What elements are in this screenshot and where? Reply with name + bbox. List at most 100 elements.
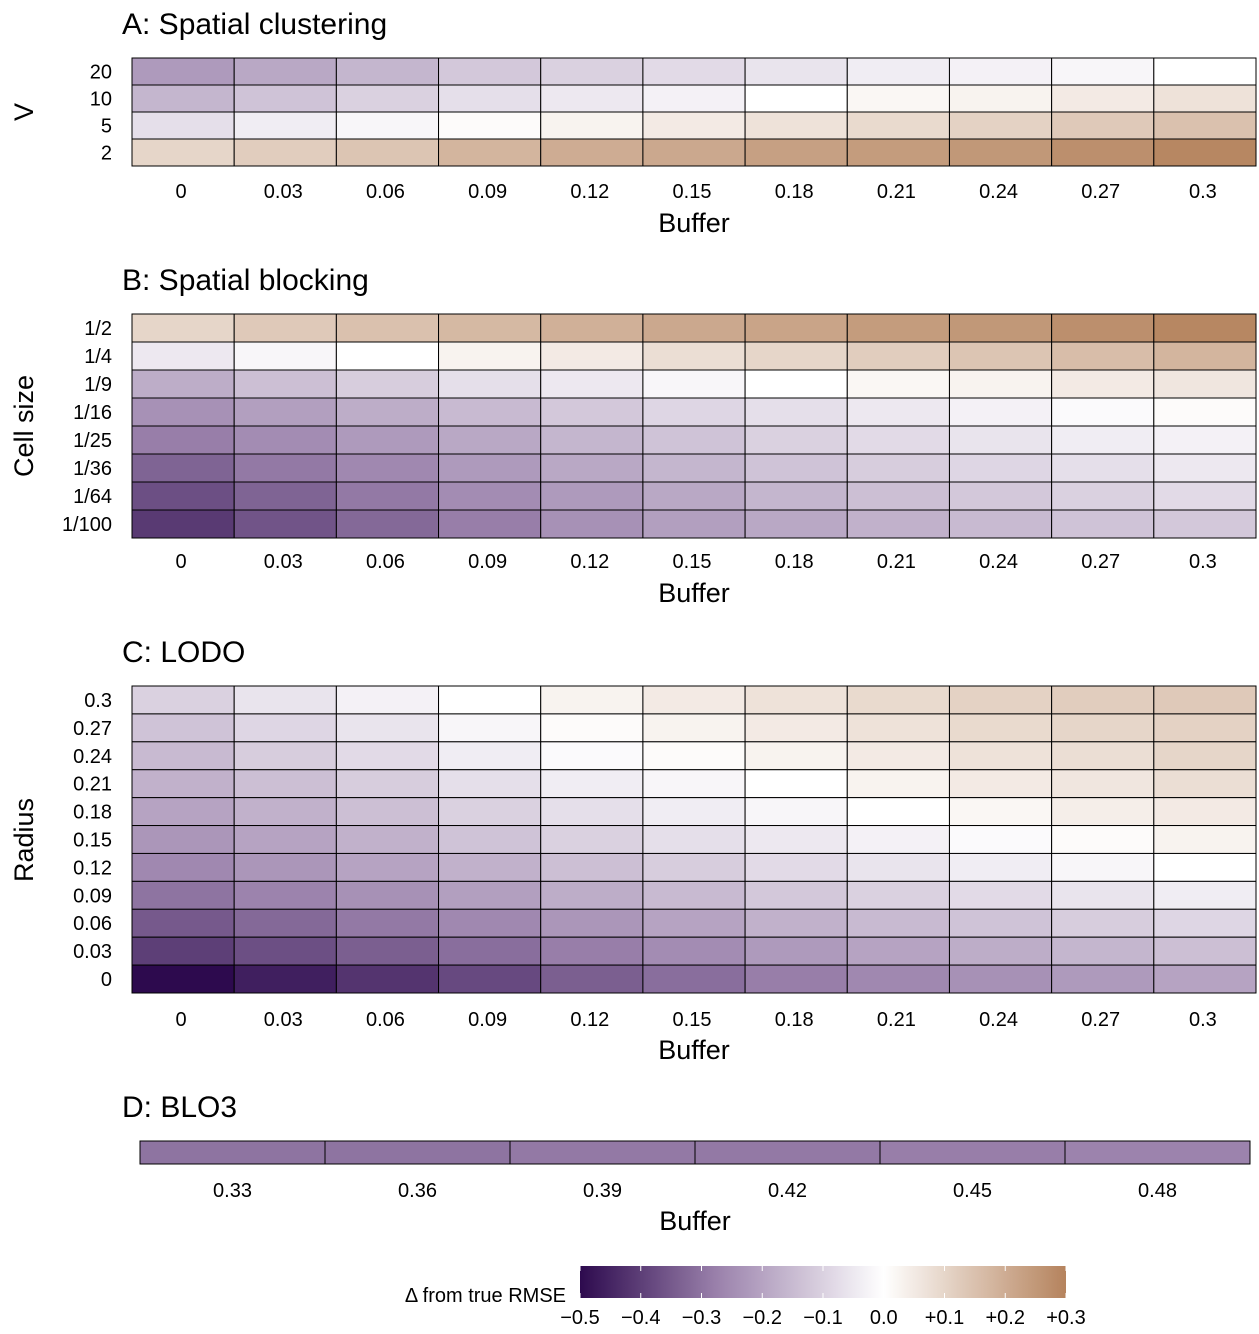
x-tick-label: 0.33 (213, 1180, 252, 1202)
legend-tick-label: −0.2 (743, 1307, 782, 1329)
heatmap-cell: 0.15 / 0.09: -0.13 (438, 825, 542, 854)
heatmap-cell: 2 / 0.06: 0.14 (335, 138, 440, 167)
heatmap-cell: 1/25 / 0.03: -0.25 (233, 425, 337, 455)
y-tick-label: 10 (90, 89, 112, 111)
heatmap-cell: 0.21 / 0.24: 0.05 (948, 769, 1053, 799)
heatmap-cell: 1/4 / 0.09: 0.03 (438, 341, 542, 371)
heatmap-cell: 0.09 / 0.15: -0.15 (642, 880, 746, 910)
heatmap-cell: 2 / 0.09: 0.18 (438, 138, 542, 167)
heatmap-cell: 2 / 0.12: 0.2 (540, 138, 644, 167)
heatmap-cell: 5 / 0.21: 0.09 (846, 111, 950, 140)
heatmap-cell: 0.24 / 0.21: 0.05 (846, 741, 950, 771)
heatmap-cell: 1/16 / 0.09: -0.15 (438, 397, 542, 427)
heatmap-cell: 20 / 0.27: -0.02 (1051, 57, 1155, 86)
heatmap-cell: 0.12 / 0.03: -0.23 (233, 852, 337, 882)
heatmap-cell: 5 / 0.15: 0.05 (642, 111, 746, 140)
heatmap-cell: 0.3 / 0.09: 0 (438, 685, 542, 715)
heatmap-cell: 1/64 / 0: -0.37 (131, 481, 235, 511)
heatmap-cell: / 0.33: -0.3 (139, 1140, 326, 1165)
heatmap-cell: 0.3 / 0.21: 0.09 (846, 685, 950, 715)
heatmap-cell: 0.03 / 0.18: -0.22 (744, 936, 848, 966)
heatmap-cell: 1/36 / 0.3: -0.05 (1153, 453, 1257, 483)
heatmap-cell: 1/9 / 0.24: 0.03 (948, 369, 1053, 399)
heatmap-cell: 0.03 / 0.21: -0.2 (846, 936, 950, 966)
x-axis-title: Buffer (658, 208, 730, 238)
x-tick-label: 0.09 (468, 551, 507, 573)
x-tick-label: 0.15 (673, 1009, 712, 1031)
heatmap-cell: 1/100 / 0.09: -0.28 (438, 509, 542, 539)
x-tick-label: 0.03 (264, 1009, 303, 1031)
heatmap-cell: 1/25 / 0.06: -0.22 (335, 425, 440, 455)
y-tick-label: 1/64 (73, 486, 112, 508)
heatmap-cell: / 0.36: -0.3 (324, 1140, 511, 1165)
heatmap-cell: 0.18 / 0.06: -0.14 (335, 797, 440, 827)
heatmap-cell: 0.09 / 0.09: -0.21 (438, 880, 542, 910)
heatmap-panel-1: A: Spatial clustering 20 / 0: -0.22 20 / 0… (9, 8, 1257, 238)
heatmap-cell: 0.27 / 0.15: 0.03 (642, 713, 746, 743)
heatmap-cell: 0.06 / 0.27: -0.11 (1051, 908, 1155, 938)
x-tick-label: 0.3 (1189, 551, 1217, 573)
heatmap-cell: 0 / 0.24: -0.24 (948, 964, 1053, 994)
x-tick-label: 0 (176, 1009, 187, 1031)
heatmap-cell: 1/16 / 0.3: 0.01 (1153, 397, 1257, 427)
heatmap-cell: 1/9 / 0.09: -0.07 (438, 369, 542, 399)
x-axis-title: Buffer (658, 1035, 730, 1065)
x-tick-label: 0.12 (570, 1009, 609, 1031)
heatmap-cell: 1/2 / 0.21: 0.24 (846, 313, 950, 343)
heatmap-cell: 0.06 / 0: -0.35 (131, 908, 235, 938)
heatmap-cell: 0.21 / 0.18: 0 (744, 769, 848, 799)
heatmap-cell: 0.03 / 0.09: -0.31 (438, 936, 542, 966)
y-tick-label: 20 (90, 62, 112, 84)
heatmap-cell: / 0.42: -0.29 (694, 1140, 881, 1165)
heatmap-cell: 1/64 / 0.18: -0.16 (744, 481, 848, 511)
heatmap-cell: 0.09 / 0.24: -0.08 (948, 880, 1053, 910)
x-tick-label: 0.42 (768, 1180, 807, 1202)
heatmap-cell: 0.21 / 0: -0.17 (131, 769, 235, 799)
heatmap-cell: 0.03 / 0.27: -0.16 (1051, 936, 1155, 966)
y-tick-label: 0.06 (73, 913, 112, 935)
heatmap-cell: 1/9 / 0.3: 0.06 (1153, 369, 1257, 399)
heatmap-cell: 0.27 / 0: -0.13 (131, 713, 235, 743)
y-tick-label: 5 (101, 116, 112, 138)
heatmap-cell: 1/25 / 0.12: -0.16 (540, 425, 644, 455)
heatmap-cell: 0.12 / 0.06: -0.2 (335, 852, 440, 882)
heatmap-cell: 0.06 / 0.3: -0.09 (1153, 908, 1257, 938)
heatmap-cell: 1/9 / 0.12: -0.05 (540, 369, 644, 399)
y-tick-label: 0.09 (73, 885, 112, 907)
heatmap-cell: 0.18 / 0.18: -0.02 (744, 797, 848, 827)
legend-tick-label: −0.4 (621, 1307, 660, 1329)
heatmap-cell: 0.21 / 0.21: 0.03 (846, 769, 950, 799)
heatmap-cell: 20 / 0.12: -0.1 (540, 57, 644, 86)
heatmap-cell: 10 / 0.06: -0.1 (335, 84, 440, 113)
heatmap-cell: 1/64 / 0.12: -0.22 (540, 481, 644, 511)
heatmap-cell: 1/25 / 0.18: -0.1 (744, 425, 848, 455)
heatmap-cell: 1/4 / 0.3: 0.18 (1153, 341, 1257, 371)
heatmap-cell: 1/4 / 0.24: 0.14 (948, 341, 1053, 371)
legend-color-bar (580, 1266, 1066, 1298)
heatmap-cell: 0 / 0.3: -0.2 (1153, 964, 1257, 994)
heatmap-cell: 0.03 / 0.24: -0.18 (948, 936, 1053, 966)
heatmap-cell: 0.24 / 0.09: -0.04 (438, 741, 542, 771)
heatmap-cell: 0.27 / 0.3: 0.11 (1153, 713, 1257, 743)
y-tick-label: 0 (101, 969, 112, 991)
x-tick-label: 0.12 (570, 551, 609, 573)
heatmap-cell: 10 / 0.09: -0.07 (438, 84, 542, 113)
legend-tick-label: −0.5 (560, 1307, 599, 1329)
panel-title: A: Spatial clustering (122, 8, 387, 41)
heatmap-cell: 0.27 / 0.06: -0.06 (335, 713, 440, 743)
heatmap-cell: 2 / 0.15: 0.21 (642, 138, 746, 167)
heatmap-cell: 0.15 / 0.18: -0.05 (744, 825, 848, 854)
heatmap-cell: 1/2 / 0.03: 0.13 (233, 313, 337, 343)
heatmap-cell: 0.27 / 0.24: 0.09 (948, 713, 1053, 743)
heatmap-cell: 0 / 0.03: -0.46 (233, 964, 337, 994)
heatmap-cell: 0.15 / 0.3: 0.03 (1153, 825, 1257, 854)
heatmap-cell: 10 / 0.03: -0.13 (233, 84, 337, 113)
heatmap-cell: 1/4 / 0.12: 0.05 (540, 341, 644, 371)
heatmap-cell: 1/64 / 0.15: -0.19 (642, 481, 746, 511)
heatmap-cell: 20 / 0: -0.22 (131, 57, 235, 86)
x-tick-label: 0.06 (366, 181, 405, 203)
y-tick-label: 1/16 (73, 402, 112, 424)
heatmap-cell: 1/25 / 0.09: -0.19 (438, 425, 542, 455)
heatmap-cell: 1/2 / 0.18: 0.22 (744, 313, 848, 343)
